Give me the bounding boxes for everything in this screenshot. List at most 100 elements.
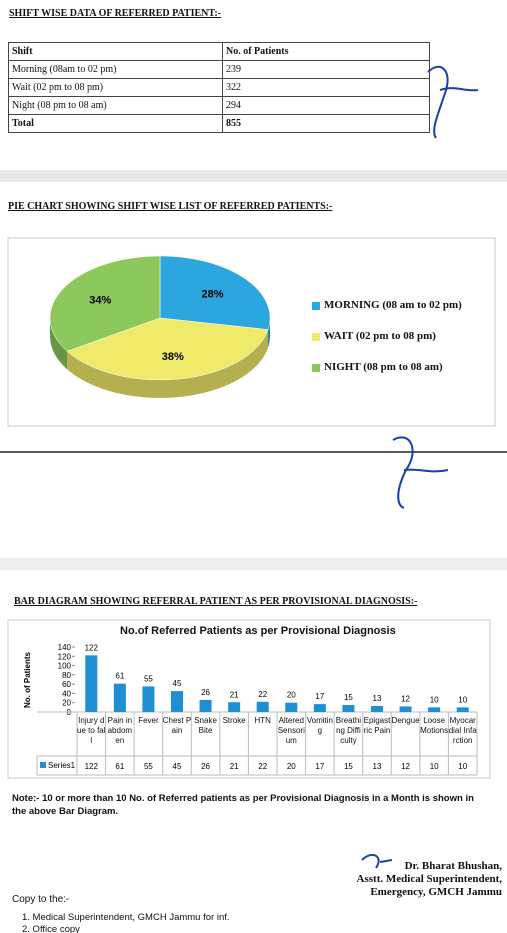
pie-side	[67, 329, 269, 398]
table-row: Total 855	[8, 114, 430, 133]
bar	[371, 705, 383, 712]
table-value: 122	[85, 762, 99, 771]
legend-swatch	[40, 762, 46, 768]
pie-slice	[159, 255, 271, 330]
pie-slice	[49, 255, 161, 352]
table-cell: 239	[222, 60, 430, 79]
x-tick-label: Loose Motions	[420, 716, 449, 735]
table-row: Morning (08am to 02 pm) 239	[8, 60, 430, 79]
pie-side	[50, 318, 68, 370]
data-label: 20	[287, 691, 296, 700]
table-cell: Night (08 pm to 08 am)	[8, 96, 223, 115]
legend-label: WAIT (02 pm to 08 pm)	[324, 330, 436, 342]
bar	[342, 705, 355, 712]
legend-swatch	[312, 302, 320, 310]
table-value: 55	[144, 762, 153, 771]
legend-swatch	[312, 333, 320, 341]
bar	[142, 686, 155, 712]
shift-table: Shift No. of Patients Morning (08am to 02 …	[8, 42, 430, 133]
data-label: 10	[430, 695, 439, 704]
signatory-name: Dr. Bharat Bhushan,	[404, 860, 502, 872]
x-tick-label: Epigastric Pain	[363, 716, 391, 735]
x-tick-label: Injury due to fall	[77, 716, 106, 745]
x-tick-label: Pain in abdomen	[107, 716, 133, 745]
data-label: 10	[458, 695, 467, 704]
y-tick-label: 140	[58, 643, 72, 652]
y-tick-label: 40	[62, 689, 71, 698]
bar	[85, 655, 98, 712]
y-tick-label: 20	[62, 699, 71, 708]
table-cell: Morning (08am to 02 pm)	[8, 60, 223, 79]
y-tick-label: 60	[62, 680, 71, 689]
table-value: 10	[430, 762, 439, 771]
table-value: 17	[315, 762, 324, 771]
section-title: BAR DIAGRAM SHOWING REFERRAL PATIENT AS …	[14, 596, 418, 607]
page-gap	[0, 558, 507, 570]
table-value: 10	[458, 762, 467, 771]
data-label: 122	[85, 643, 99, 652]
data-label: 15	[344, 693, 353, 702]
data-label: 26	[201, 688, 210, 697]
x-tick-label: Fever	[138, 716, 159, 725]
x-tick-label: Stroke	[222, 716, 246, 725]
legend-label: Series1	[48, 761, 76, 770]
legend-swatch	[312, 364, 320, 372]
table-row: Night (08 pm to 08 am) 294	[8, 96, 430, 115]
section-title: PIE CHART SHOWING SHIFT WISE LIST OF REF…	[8, 201, 333, 212]
header-cell: Shift	[8, 42, 223, 61]
signature	[427, 65, 479, 139]
copy-item: 2. Office copy	[22, 924, 80, 933]
header-cell: No. of Patients	[222, 42, 430, 61]
bar	[313, 704, 326, 712]
legend-label: MORNING (08 am to 02 pm)	[324, 299, 462, 311]
bar	[456, 707, 469, 712]
bar	[199, 699, 212, 712]
x-tick-label: Vomiting	[306, 716, 333, 735]
y-tick-label: 80	[62, 671, 71, 680]
signature	[392, 436, 449, 509]
table-value: 22	[258, 762, 267, 771]
data-label: 12	[401, 694, 410, 703]
pie-frame	[7, 237, 496, 427]
data-label: 38%	[162, 351, 184, 363]
table-value: 45	[173, 762, 182, 771]
data-label: 34%	[89, 294, 111, 306]
data-label: 55	[144, 674, 153, 683]
data-label: 13	[373, 694, 382, 703]
header-row: Shift No. of Patients	[8, 42, 430, 61]
bar	[399, 706, 412, 712]
table-value: 20	[287, 762, 296, 771]
bar	[256, 701, 269, 712]
y-axis-label: No. of Patients	[23, 651, 32, 708]
bar	[171, 691, 183, 712]
y-tick-label: 120	[58, 652, 72, 661]
table-cell: 322	[222, 78, 430, 97]
page-gap	[0, 170, 507, 182]
y-tick-label: 100	[58, 662, 72, 671]
table-cell: Wait (02 pm to 08 pm)	[8, 78, 223, 97]
data-label: 28%	[202, 288, 224, 300]
data-label: 17	[315, 692, 324, 701]
table-value: 21	[230, 762, 239, 771]
data-label: 61	[115, 672, 124, 681]
pie-side	[268, 318, 270, 348]
table-value: 12	[401, 762, 410, 771]
table-value: 13	[373, 762, 382, 771]
table-value: 26	[201, 762, 210, 771]
x-tick-label: HTN	[254, 716, 271, 725]
designation: Asstt. Medical Superintendent,	[356, 873, 502, 885]
table-row: Wait (02 pm to 08 pm) 322	[8, 78, 430, 97]
data-label: 21	[230, 690, 239, 699]
signature-block: Dr. Bharat Bhushan, Asstt. Medical Super…	[330, 860, 502, 899]
copy-list: 1. Medical Superintendent, GMCH Jammu fo…	[22, 912, 230, 933]
note: Note:- 10 or more than 10 No. of Referre…	[12, 793, 474, 817]
table-cell: 855	[222, 114, 430, 133]
data-label: 45	[173, 679, 182, 688]
table-value: 61	[115, 762, 124, 771]
bar	[428, 707, 441, 712]
legend-label: NIGHT (08 pm to 08 am)	[324, 361, 443, 373]
x-tick-label: Snake Bite	[194, 716, 217, 735]
x-tick-label: Altered Sensorium	[277, 716, 305, 745]
